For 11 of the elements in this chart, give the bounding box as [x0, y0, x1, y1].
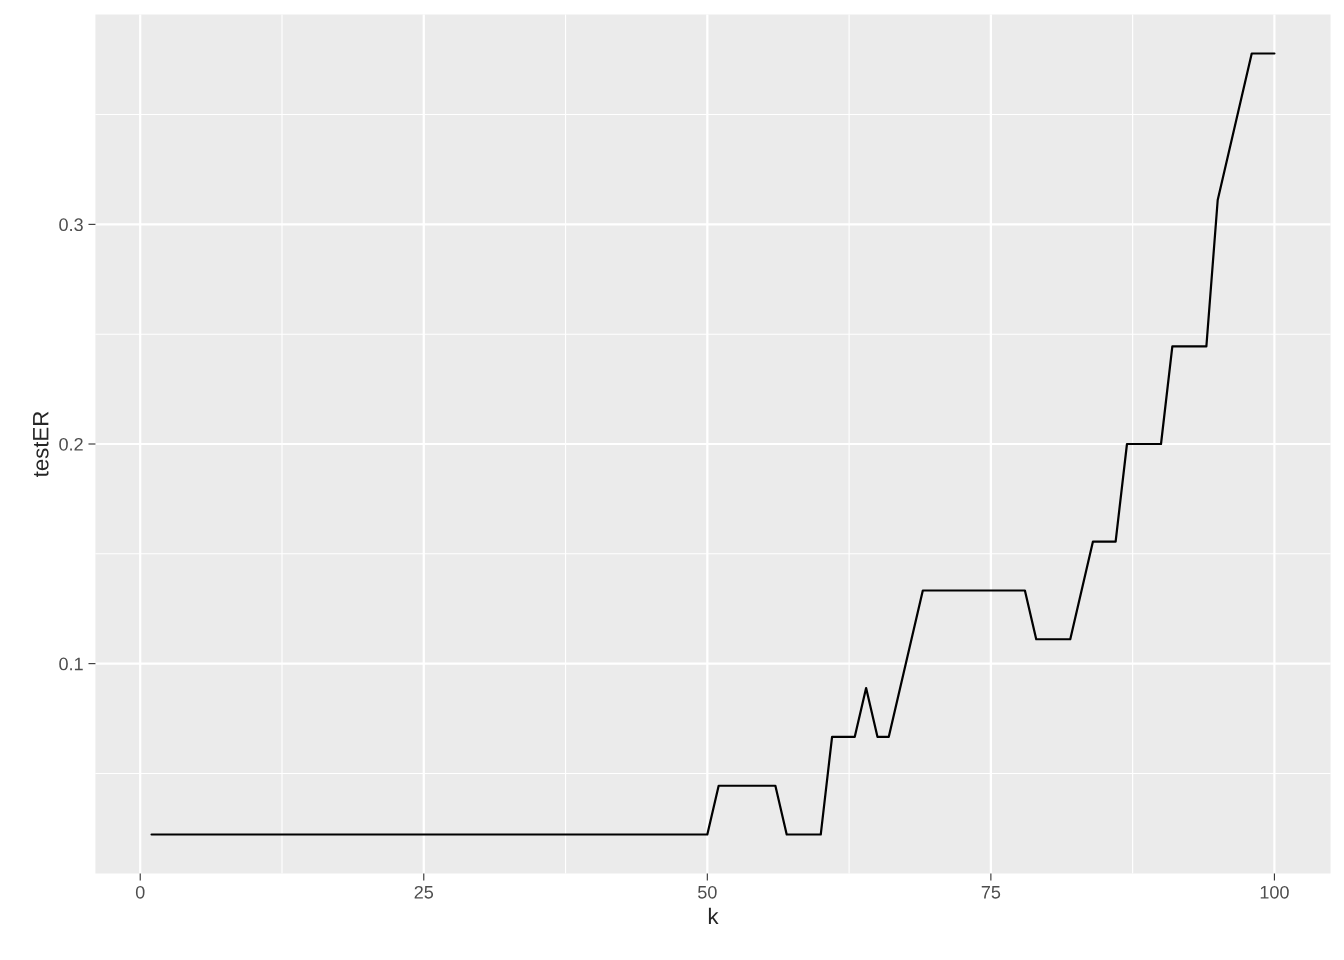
y-tick-label: 0.2: [59, 437, 83, 451]
line-series: [150, 52, 1276, 836]
x-tick-label: 25: [414, 885, 434, 899]
y-tick-label: 0.3: [59, 218, 83, 232]
x-tick-label: 50: [698, 885, 717, 899]
x-tick-label: 100: [1260, 885, 1289, 899]
y-tick-label: 0.1: [59, 657, 83, 671]
y-axis-title: testER: [33, 411, 49, 478]
x-tick-label: 75: [981, 886, 1001, 899]
x-tick-label: 0: [135, 885, 145, 899]
x-axis-title: k: [708, 907, 719, 924]
